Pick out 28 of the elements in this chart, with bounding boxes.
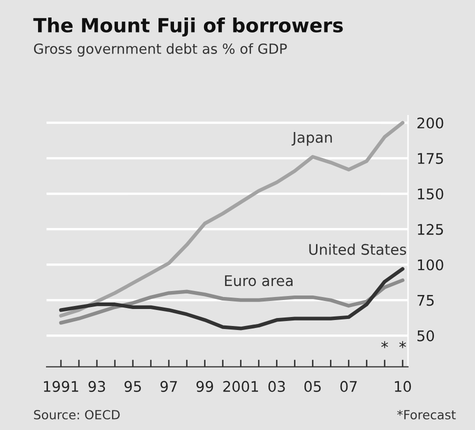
y-tick-label: 125 xyxy=(418,224,443,235)
y-tick-label: 50 xyxy=(417,330,434,342)
source-note: Source: OECD xyxy=(34,410,120,420)
text: *Forecast xyxy=(397,410,456,420)
annotation: United States xyxy=(309,244,406,255)
x-tick-label: 97 xyxy=(160,380,177,392)
x-tick-label: 07 xyxy=(340,380,357,392)
x-tick-label: 03 xyxy=(268,380,285,392)
x-tick-label: 05 xyxy=(304,380,321,392)
annotation: * xyxy=(399,341,406,348)
y-tick-label: 100 xyxy=(418,259,444,270)
x-tick-label: 2001 xyxy=(223,380,258,392)
x-tick-label: 95 xyxy=(124,380,141,392)
chart-title: The Mount Fuji of borrowers xyxy=(33,17,343,36)
chart-subtitle: Gross government debt as % of GDP xyxy=(34,43,287,57)
x-tick-label: 10 xyxy=(394,380,411,392)
x-tick-label: 1991 xyxy=(44,380,78,392)
y-tick-label: 150 xyxy=(418,188,444,200)
annotation: * xyxy=(381,341,388,348)
line-series xyxy=(59,120,404,318)
annotation: Euro area xyxy=(225,275,293,286)
x-tick-label: 99 xyxy=(196,380,214,392)
line-series xyxy=(59,267,404,330)
y-tick-label: 175 xyxy=(418,153,443,164)
x-tick-label: 93 xyxy=(88,380,106,392)
y-tick-label: 75 xyxy=(418,295,434,306)
annotation: Japan xyxy=(292,132,332,146)
y-tick-label: 200 xyxy=(417,117,444,129)
